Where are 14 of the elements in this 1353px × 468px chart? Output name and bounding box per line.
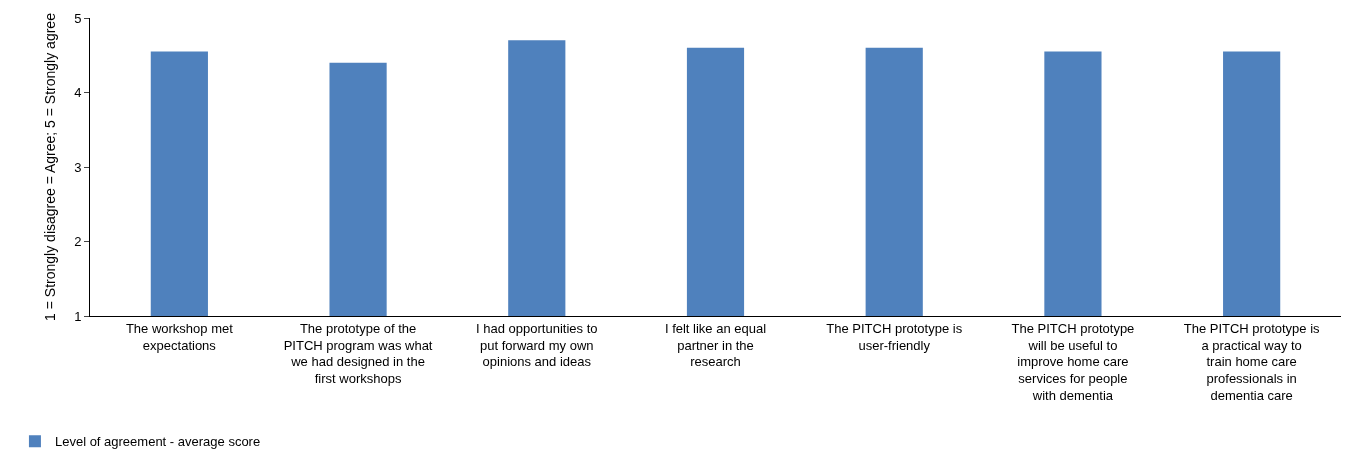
legend-label: Level of agreement - average score bbox=[54, 434, 261, 450]
x-tick-label: The PITCH prototype will be useful to improve home care services for people with dementia bbox=[1011, 320, 1135, 404]
y-tick-label: 5 bbox=[74, 10, 82, 26]
x-tick-label: I felt like an equal partner in the research bbox=[664, 320, 767, 370]
x-tick-label: I had opportunities to put forward my own opinions and ideas bbox=[476, 320, 598, 370]
y-tick-label: 3 bbox=[74, 159, 82, 175]
x-tick-label: The workshop met expectations bbox=[125, 320, 234, 353]
x-tick-label: The PITCH prototype is a practical way to train home care professionals in dementia care bbox=[1183, 320, 1321, 404]
y-tick-label: 1 bbox=[74, 308, 82, 324]
y-tick-label: 4 bbox=[74, 85, 82, 101]
x-tick-label: The PITCH prototype is user-friendly bbox=[826, 320, 963, 353]
y-axis-title: 1 = Strongly disagree = Agree; 5 = Strongly agree bbox=[41, 12, 58, 321]
y-tick-label: 2 bbox=[74, 234, 82, 250]
x-tick-label: The prototype of the PITCH program was what we had designed in the first workshops bbox=[283, 320, 433, 387]
